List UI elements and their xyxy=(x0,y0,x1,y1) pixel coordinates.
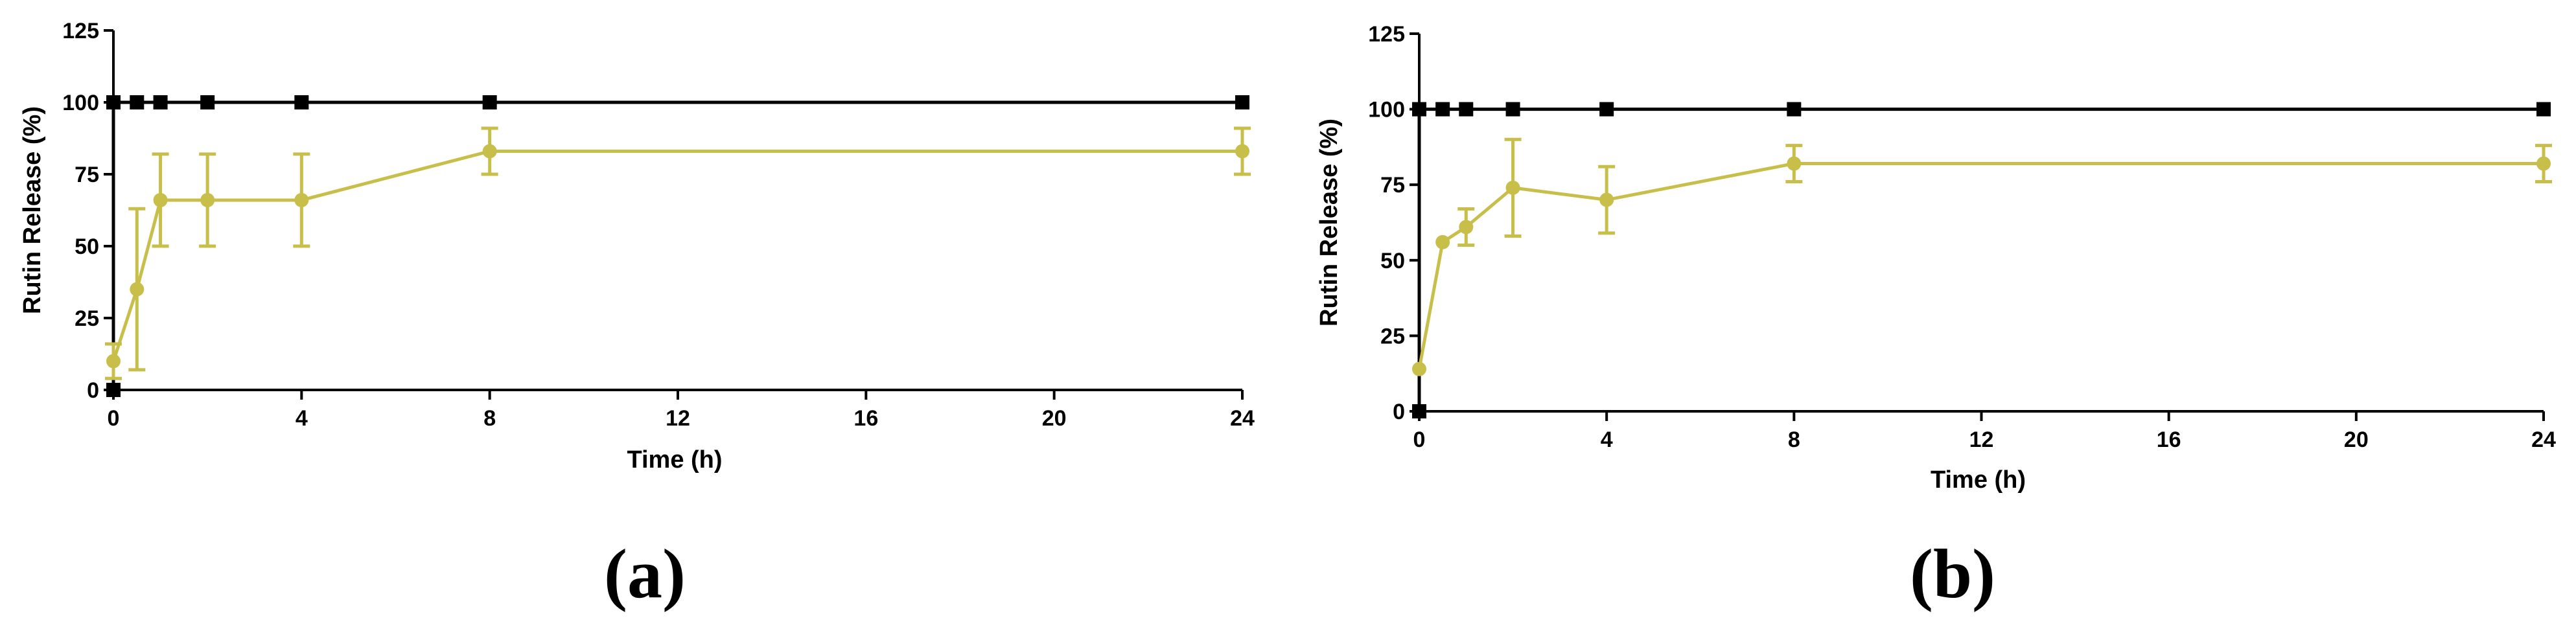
y-tick-label: 75 xyxy=(1380,173,1405,198)
data-point-square xyxy=(106,95,121,109)
data-point-circle xyxy=(482,144,497,159)
y-tick-label: 125 xyxy=(62,19,99,43)
x-tick-label: 12 xyxy=(1969,428,1994,452)
y-tick-label: 50 xyxy=(1380,249,1405,273)
x-tick-label: 16 xyxy=(2157,428,2181,452)
x-tick-label: 12 xyxy=(666,406,690,431)
y-tick-label: 0 xyxy=(1393,400,1405,424)
data-point-square xyxy=(1599,102,1614,117)
data-point-circle xyxy=(1459,220,1474,234)
data-point-circle xyxy=(200,192,215,207)
data-point-circle xyxy=(1435,234,1450,249)
data-point-circle xyxy=(130,282,145,297)
y-tick-label: 125 xyxy=(1368,22,1405,47)
data-point-square xyxy=(1412,404,1426,418)
data-point-square xyxy=(1435,102,1450,117)
data-point-circle xyxy=(1412,361,1426,376)
y-tick-label: 50 xyxy=(75,234,99,259)
chart-panel-b: 0 25 50 75 100 125 0 4 8 12 16 20 24 Time (h) Rutin Re… xyxy=(1316,22,2556,613)
y-tick-label: 100 xyxy=(62,91,99,115)
y-tick-label: 75 xyxy=(75,163,99,187)
x-tick-label: 0 xyxy=(1413,428,1426,452)
x-tick-label: 24 xyxy=(2531,428,2556,452)
data-point-circle xyxy=(1235,144,1249,159)
y-tick-label: 0 xyxy=(87,378,99,403)
series-line xyxy=(1417,108,2544,411)
y-tick-label: 25 xyxy=(75,306,99,331)
x-tick-label: 4 xyxy=(296,406,308,431)
y-axis-label: Rutin Release (%) xyxy=(1316,119,1343,326)
data-point-circle xyxy=(1599,192,1614,207)
data-point-square xyxy=(106,383,121,397)
data-point-square xyxy=(1505,102,1520,117)
data-point-square xyxy=(294,95,309,109)
y-tick-label: 25 xyxy=(1380,324,1405,348)
series-line xyxy=(111,149,1242,362)
data-point-circle xyxy=(106,354,121,369)
y-tick-label: 100 xyxy=(1368,98,1405,122)
chart-panel-a: 0 25 50 75 100 125 0 4 8 12 16 20 24 Time (h) Rutin Re… xyxy=(19,19,1255,613)
data-point-square xyxy=(1459,102,1474,117)
x-tick-label: 4 xyxy=(1601,428,1613,452)
panel-label: (a) xyxy=(604,536,686,613)
y-axis-label: Rutin Release (%) xyxy=(19,106,46,314)
x-axis-label: Time (h) xyxy=(627,446,722,473)
x-tick-label: 16 xyxy=(853,406,878,431)
data-point-square xyxy=(1412,102,1426,117)
data-point-circle xyxy=(153,192,168,207)
x-tick-label: 8 xyxy=(1788,428,1800,452)
data-point-circle xyxy=(1787,156,1802,171)
panel-label: (b) xyxy=(1910,536,1995,613)
x-tick-label: 20 xyxy=(2344,428,2369,452)
x-axis-label: Time (h) xyxy=(1931,466,2026,494)
x-tick-label: 20 xyxy=(1042,406,1067,431)
x-tick-label: 0 xyxy=(108,406,120,431)
data-point-square xyxy=(482,95,497,109)
data-point-square xyxy=(130,95,145,109)
data-point-circle xyxy=(2536,156,2551,171)
data-point-square xyxy=(2536,102,2551,117)
data-point-circle xyxy=(1505,180,1520,195)
data-point-square xyxy=(200,95,215,109)
series-line xyxy=(1417,162,2544,370)
series-line xyxy=(111,100,1242,390)
data-point-circle xyxy=(294,192,309,207)
x-tick-label: 8 xyxy=(483,406,496,431)
data-point-square xyxy=(1787,102,1802,117)
data-point-square xyxy=(1235,95,1249,109)
x-tick-label: 24 xyxy=(1230,406,1255,431)
data-point-square xyxy=(153,95,168,109)
